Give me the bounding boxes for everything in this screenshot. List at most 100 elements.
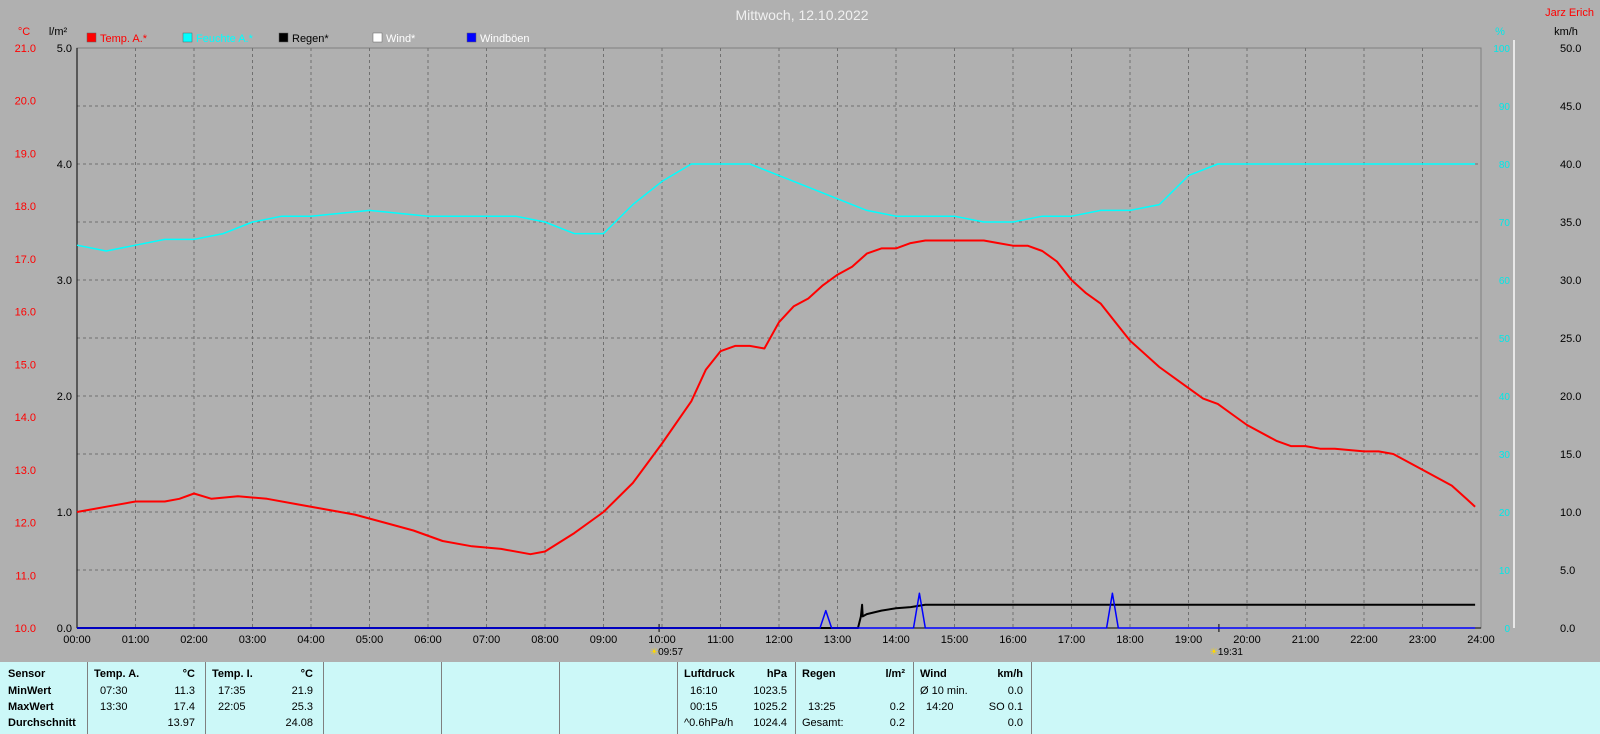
legend-label: Wind* [386,33,416,45]
humidity-axis-tick-label: 60 [1499,276,1511,287]
wind-axis-tick-label: 25.0 [1560,333,1581,345]
x-axis-tick-label: 24:00 [1467,634,1495,646]
legend-swatch [278,32,289,43]
temp-axis-tick-label: 10.0 [15,623,36,635]
humidity-axis-tick-label: 70 [1499,218,1511,229]
stats-wind-unit: km/h [997,668,1023,680]
x-axis-tick-label: 06:00 [414,634,442,646]
temp-axis-label: °C [18,26,30,38]
legend-label: Feuchte A.* [196,33,254,45]
stats-temp-i-unit: °C [300,668,313,680]
humidity-axis-tick-label: 50 [1499,334,1511,345]
temp-axis-tick-label: 21.0 [15,43,36,55]
humidity-axis-tick-label: 90 [1499,102,1511,113]
stats-value: 1025.2 [753,701,787,713]
temp-axis-tick-label: 18.0 [15,201,36,213]
series-line-wind [77,592,1476,629]
stats-row-label: MinWert [8,685,52,697]
stats-value: 24.08 [285,717,313,729]
x-axis-tick-label: 03:00 [239,634,267,646]
stats-row-label: MaxWert [8,701,54,713]
stats-time: 00:15 [690,701,718,713]
x-axis-tick-label: 00:00 [63,634,91,646]
x-axis-tick-label: 02:00 [180,634,208,646]
stats-empty-column [324,662,442,734]
x-axis-tick-label: 10:00 [648,634,676,646]
stats-wind-title: Wind [920,668,947,680]
x-marker-label: 19:31 [1218,647,1243,658]
temp-axis-tick-label: 14.0 [15,412,36,424]
stats-temp-a-column: Temp. A. °C 07:30 11.3 13:30 17.4 13.97 [88,662,206,734]
stats-value: 21.9 [291,685,313,697]
x-axis-tick-label: 13:00 [824,634,852,646]
x-axis-tick-label: 22:00 [1350,634,1378,646]
x-axis-tick-label: 17:00 [1058,634,1086,646]
statistics-panel: Sensor MinWert MaxWert Durchschnitt Temp… [0,662,1600,734]
x-marker-label: 09:57 [658,647,683,658]
stats-empty-column [560,662,678,734]
chart-series [76,163,1476,629]
x-axis-tick-label: 20:00 [1233,634,1261,646]
wind-axis-tick-label: 45.0 [1560,101,1581,113]
legend-label: Regen* [292,33,329,45]
stats-trend: ^0.6hPa/h [684,717,734,729]
wind-axis-tick-label: 35.0 [1560,217,1581,229]
x-axis-tick-label: 09:00 [590,634,618,646]
stats-time: 17:35 [218,685,246,697]
temp-axis-tick-label: 19.0 [15,148,36,160]
temp-axis-tick-label: 20.0 [15,96,36,108]
rain-axis-tick-label: 0.0 [57,623,72,635]
wind-axis-tick-label: 50.0 [1560,43,1581,55]
stats-luftdruck-unit: hPa [766,668,787,680]
humidity-axis-tick-label: 30 [1499,450,1511,461]
x-axis-tick-label: 04:00 [297,634,325,646]
wind-axis-tick-label: 30.0 [1560,275,1581,287]
series-line-humidity [76,163,1476,252]
humidity-axis-tick-label: 10 [1499,566,1511,577]
temp-axis-tick-label: 12.0 [15,518,36,530]
stats-sensor-title: Sensor [8,668,46,680]
wind-axis-tick-label: 0.0 [1560,623,1575,635]
x-axis-tick-label: 07:00 [473,634,501,646]
humidity-axis-label: % [1495,26,1505,38]
stats-wind-column: Wind km/h Ø 10 min. 0.0 14:20 SO 0.1 0.0 [914,662,1032,734]
stats-value: 1024.4 [753,717,787,729]
chart-grid [76,47,1482,629]
stats-time: 14:20 [926,701,954,713]
stats-temp-i-column: Temp. I. °C 17:35 21.9 22:05 25.3 24.08 [206,662,324,734]
temp-axis-tick-label: 16.0 [15,307,36,319]
stats-value: 0.2 [889,701,905,713]
wind-axis-tick-label: 5.0 [1560,565,1575,577]
x-axis-tick-label: 11:00 [707,634,734,646]
stats-value: 11.3 [174,685,195,697]
stats-total-label: Gesamt: [802,717,844,729]
chart-axes: °C 10.0 11.0 12.0 13.0 14.0 15.0 16.0 17.0 18.0 19… [15,26,1582,658]
temp-axis-tick-label: 11.0 [15,570,36,582]
wind-axis-tick-label: 40.0 [1560,159,1581,171]
x-axis-tick-label: 01:00 [122,634,150,646]
stats-temp-a-unit: °C [182,668,195,680]
stats-time: 13:30 [100,701,128,713]
humidity-axis-tick-label: 40 [1499,392,1511,403]
x-axis-tick-label: 05:00 [356,634,384,646]
temp-axis-tick-label: 13.0 [15,465,36,477]
chart-legend: Temp. A.* Feuchte A.* Regen* Wind* Windböen [86,32,530,45]
stats-time: 22:05 [218,701,246,713]
stats-value: 0.2 [889,717,905,729]
stats-value: 1023.5 [753,685,787,697]
weather-chart: Mittwoch, 12.10.2022 Jarz Erich Temp. A.… [14,7,1594,658]
x-axis-tick-label: 08:00 [531,634,559,646]
x-axis-tick-label: 18:00 [1116,634,1144,646]
humidity-axis-tick-label: 0 [1504,624,1510,635]
legend-label: Windböen [480,33,530,45]
stats-time: 16:10 [690,685,718,697]
rain-axis-tick-label: 2.0 [57,391,72,403]
stats-regen-title: Regen [802,668,836,680]
legend-swatch [86,32,97,43]
legend-label: Temp. A.* [100,33,148,45]
rain-axis-label: l/m² [49,26,68,38]
humidity-axis-tick-label: 20 [1499,508,1511,519]
stats-temp-a-title: Temp. A. [94,668,140,680]
wind-axis-tick-label: 15.0 [1560,449,1581,461]
temp-axis-tick-label: 17.0 [15,254,36,266]
